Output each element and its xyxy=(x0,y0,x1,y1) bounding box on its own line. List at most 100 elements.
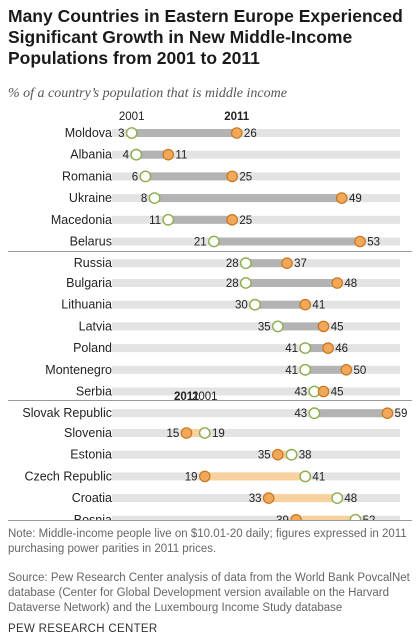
row-track xyxy=(112,409,400,418)
pew-brand-label: PEW RESEARCH CENTER xyxy=(8,623,158,635)
change-bar xyxy=(277,322,324,331)
country-label: Albania xyxy=(70,148,112,162)
change-bar xyxy=(277,450,292,459)
country-label: Ukraine xyxy=(69,191,112,205)
value-label-high: 45 xyxy=(331,387,344,399)
country-label: Czech Republic xyxy=(24,469,112,483)
dot-2001 xyxy=(148,192,161,205)
dot-2011 xyxy=(354,235,366,248)
dot-2011 xyxy=(340,363,353,376)
dot-2001 xyxy=(198,427,211,439)
dot-2011 xyxy=(226,214,238,226)
value-label-low: 28 xyxy=(226,258,239,270)
country-label: Serbia xyxy=(76,385,112,399)
value-label-low: 6 xyxy=(132,171,138,183)
value-label-high: 26 xyxy=(244,128,257,140)
dot-2001 xyxy=(308,407,321,420)
legend-label-2001: 2001 xyxy=(192,391,218,403)
value-label-low: 4 xyxy=(123,150,130,162)
dot-2011 xyxy=(322,342,334,354)
change-bar xyxy=(255,300,306,309)
change-bar xyxy=(154,194,342,203)
row-track xyxy=(112,215,400,224)
value-label-low: 30 xyxy=(235,300,248,312)
dot-2011 xyxy=(335,192,348,204)
value-label-low: 8 xyxy=(141,193,147,205)
value-label-low: 35 xyxy=(258,321,271,333)
country-label: Poland xyxy=(73,341,112,355)
change-bar xyxy=(268,494,338,503)
dot-2011 xyxy=(180,427,193,439)
dot-2011 xyxy=(230,127,243,139)
value-label-low: 11 xyxy=(149,215,161,227)
country-label: Slovak Republic xyxy=(22,406,112,420)
dot-2001 xyxy=(130,148,143,161)
row-track xyxy=(112,450,400,459)
change-bar xyxy=(168,215,233,224)
value-label-high: 48 xyxy=(344,493,357,505)
value-label-high: 59 xyxy=(395,408,408,420)
value-label-high: 50 xyxy=(354,365,367,377)
value-label-low: 43 xyxy=(294,408,307,420)
legend-label-2001: 2001 xyxy=(119,111,145,123)
country-label: Lithuania xyxy=(61,298,112,312)
dot-2001 xyxy=(162,213,175,226)
value-label-high: 41 xyxy=(312,300,325,312)
value-label-low: 3 xyxy=(118,128,124,140)
change-bar xyxy=(314,409,388,418)
dot-2011 xyxy=(198,470,211,483)
row-track xyxy=(112,344,400,353)
notes-divider xyxy=(8,520,412,521)
row-track xyxy=(112,494,400,503)
change-bar xyxy=(131,129,237,137)
value-label-high: 19 xyxy=(212,428,225,440)
value-label-low: 41 xyxy=(285,343,298,355)
dot-2001 xyxy=(239,277,252,289)
row-track xyxy=(112,172,400,181)
dot-2001 xyxy=(139,170,152,183)
value-label-low: 35 xyxy=(258,450,271,462)
legend-label-2011: 2011 xyxy=(174,391,200,403)
value-label-low: 43 xyxy=(294,387,307,399)
dot-2001 xyxy=(299,470,312,483)
country-label: Romania xyxy=(62,169,112,183)
value-label-high: 25 xyxy=(239,171,252,183)
row-track xyxy=(112,365,400,374)
dot-2001 xyxy=(331,492,344,504)
value-label-high: 48 xyxy=(344,278,357,290)
dot-2001 xyxy=(207,235,220,248)
change-bar xyxy=(305,344,329,353)
dot-2011 xyxy=(162,148,175,161)
value-label-low: 15 xyxy=(167,428,180,440)
dot-2001 xyxy=(125,127,138,139)
dot-2001 xyxy=(299,342,312,355)
value-label-low: 28 xyxy=(226,278,239,290)
dot-2011 xyxy=(272,448,284,461)
dot-2011 xyxy=(331,277,343,289)
chart-source: Source: Pew Research Center analysis of … xyxy=(8,572,410,614)
row-track xyxy=(112,387,400,396)
value-label-high: 53 xyxy=(367,237,380,249)
country-label: Russia xyxy=(74,256,112,270)
value-label-high: 38 xyxy=(299,450,312,462)
row-track xyxy=(112,129,400,137)
dot-2011 xyxy=(299,298,312,311)
country-label: Belarus xyxy=(70,235,112,249)
row-track xyxy=(112,429,400,437)
row-track xyxy=(112,322,400,331)
value-label-high: 46 xyxy=(335,343,348,355)
country-label: Slovenia xyxy=(64,426,112,440)
row-track xyxy=(112,150,400,159)
value-label-high: 41 xyxy=(312,471,325,483)
country-label: Bulgaria xyxy=(66,276,112,290)
change-bar xyxy=(305,365,347,374)
dot-2011 xyxy=(317,320,330,333)
value-label-high: 37 xyxy=(294,258,307,270)
country-label: Estonia xyxy=(70,448,112,462)
change-bar xyxy=(245,279,338,287)
dot-2001 xyxy=(239,257,252,270)
country-label: Croatia xyxy=(72,491,112,505)
dot-2001 xyxy=(285,448,298,461)
chart-subtitle: % of a country’s population that is midd… xyxy=(8,86,287,101)
chart-note: Note: Middle-income people live on $10.0… xyxy=(8,528,407,555)
